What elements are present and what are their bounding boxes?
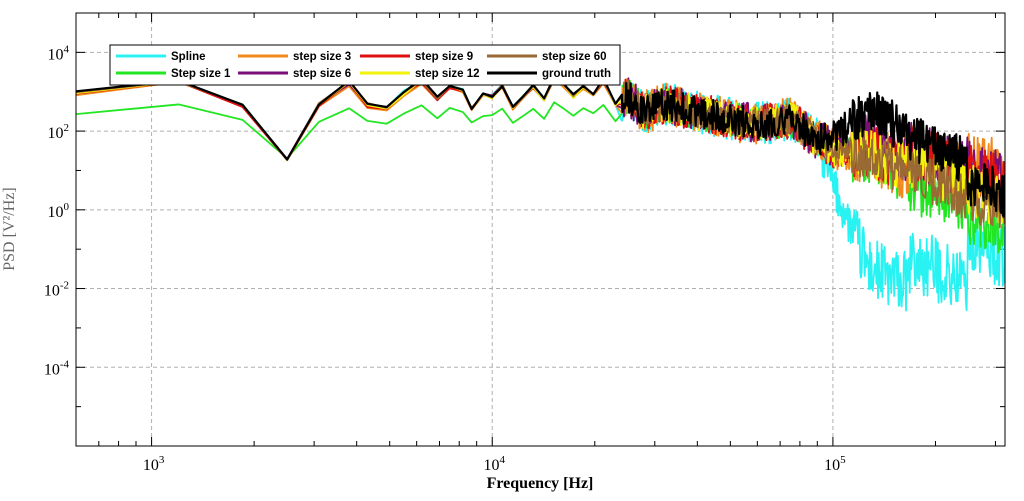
legend-label: step size 12 (415, 68, 480, 80)
x-axis-label: Frequency [Hz] (487, 475, 594, 492)
y-tick-label: 100 (48, 201, 70, 221)
tick-base: 10 (44, 283, 60, 300)
tick-exponent: 5 (840, 454, 846, 466)
y-tick-label: 104 (48, 43, 70, 63)
legend-label: step size 6 (293, 68, 351, 80)
tick-base: 10 (483, 457, 499, 474)
y-tick-label: 10-4 (44, 358, 70, 378)
x-tick-label: 103 (143, 454, 165, 474)
x-tick-label: 104 (483, 454, 505, 474)
legend-label: step size 60 (542, 51, 607, 63)
legend-label: Step size 1 (171, 68, 231, 80)
plot-frame (75, 12, 1006, 447)
series-line-ground-truth (76, 75, 1005, 218)
tick-base: 10 (143, 457, 159, 474)
tick-exponent: 3 (159, 454, 165, 466)
tick-base: 10 (48, 46, 64, 63)
tick-exponent: 2 (64, 122, 70, 134)
legend: Spline Step size 1 step size 3 step size 6 s… (109, 44, 621, 86)
tick-base: 10 (48, 204, 64, 221)
tick-base: 10 (48, 125, 64, 142)
x-axis-ticks: 103 104 105 (143, 454, 846, 474)
y-axis-label: PSD [V²/Hz] (1, 187, 18, 270)
legend-box (109, 44, 621, 86)
legend-label: ground truth (542, 68, 611, 80)
legend-label: Spline (171, 51, 206, 63)
legend-label: step size 3 (293, 51, 351, 63)
x-tick-label: 105 (824, 454, 846, 474)
tick-exponent: 4 (64, 43, 70, 55)
tick-base: 10 (824, 457, 840, 474)
tick-exponent: 0 (64, 201, 70, 213)
y-tick-label: 10-2 (44, 280, 69, 300)
y-tick-label: 102 (48, 122, 70, 142)
tick-exponent: 4 (499, 454, 505, 466)
tick-exponent: -2 (60, 280, 69, 292)
tick-base: 10 (44, 361, 60, 378)
tick-exponent: -4 (60, 358, 70, 370)
series-lines (76, 75, 1005, 312)
legend-label: step size 9 (415, 51, 473, 63)
